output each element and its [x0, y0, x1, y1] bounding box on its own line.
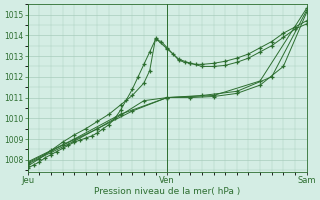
- X-axis label: Pression niveau de la mer( hPa ): Pression niveau de la mer( hPa ): [94, 187, 240, 196]
